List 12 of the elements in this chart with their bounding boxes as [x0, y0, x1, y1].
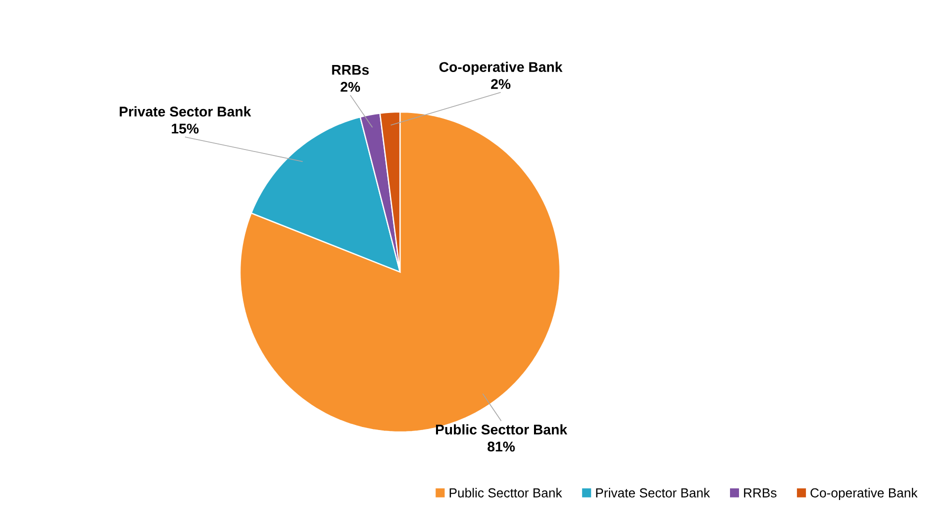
legend-label: Public Secttor Bank	[450, 488, 562, 498]
legend-label: Private Sector Bank	[596, 488, 710, 498]
slice-label: RRBs	[332, 65, 369, 75]
slice-label: Co-operative Bank	[439, 62, 563, 75]
data-label: 81%	[488, 442, 515, 452]
slice-label: Public Secttor Bank	[436, 424, 568, 435]
data-label: 2%	[340, 82, 360, 92]
legend-label: RRBs	[744, 488, 776, 498]
slice-label: Private Sector Bank	[120, 106, 252, 117]
data-label: 15%	[172, 124, 199, 134]
legend-label: Co-operative Bank	[810, 488, 918, 500]
data-label: 2%	[491, 79, 510, 89]
